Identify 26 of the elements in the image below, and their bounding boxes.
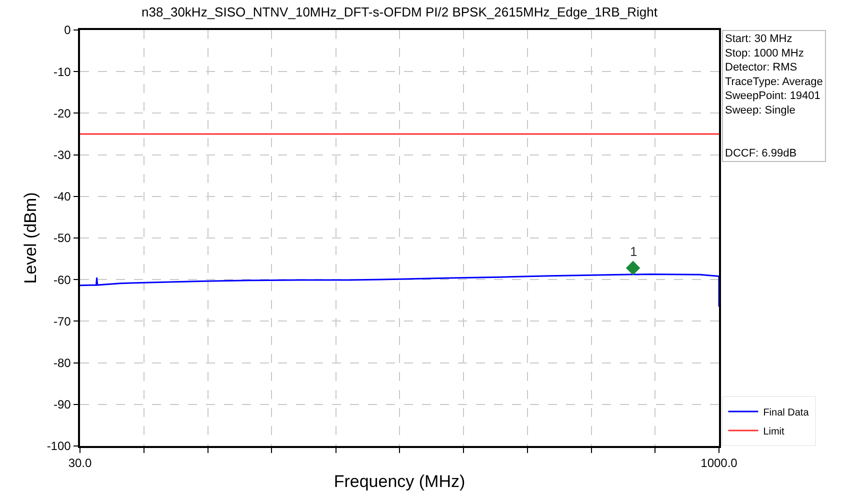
y-tick-label: -60: [54, 272, 72, 287]
y-tick-label: -90: [54, 398, 72, 412]
text: DCCF: 6.99dB: [725, 147, 797, 160]
y-tick-label: -30: [54, 148, 72, 162]
y-tick-label: -80: [54, 356, 72, 370]
text: Detector: RMS: [725, 62, 798, 74]
annotation: 1: [630, 244, 638, 259]
y-tick-label: -100: [46, 439, 72, 454]
text: TraceType: Average: [725, 76, 823, 88]
legend-label: Limit: [763, 426, 785, 438]
y-tick-label: -50: [54, 231, 72, 246]
text: Sweep: Single: [725, 104, 796, 116]
y-tick-label: -70: [54, 314, 72, 328]
text: Stop: 1000 MHz: [725, 47, 804, 60]
chart-title: n38_30kHz_SISO_NTNV_10MHz_DFT-s-OFDM PI/2 BPSK_2615MHz_Edge_1RB_Right: [142, 4, 658, 20]
y-tick-label: -10: [54, 64, 72, 79]
y-tick-label: 0: [64, 23, 72, 38]
y-tick-label: -20: [54, 106, 72, 120]
text: Start: 30 MHz: [725, 33, 792, 45]
y-tick-label: -40: [54, 190, 72, 204]
text: SweepPoint: 19401: [725, 90, 820, 102]
x-axis-title: Frequency (MHz): [334, 472, 466, 492]
legend-label: Final Data: [763, 407, 810, 418]
x-tick-label: 1000.0: [700, 456, 738, 470]
y-axis-title: Level (dBm): [20, 192, 40, 284]
x-tick-label: 30.0: [68, 456, 92, 470]
